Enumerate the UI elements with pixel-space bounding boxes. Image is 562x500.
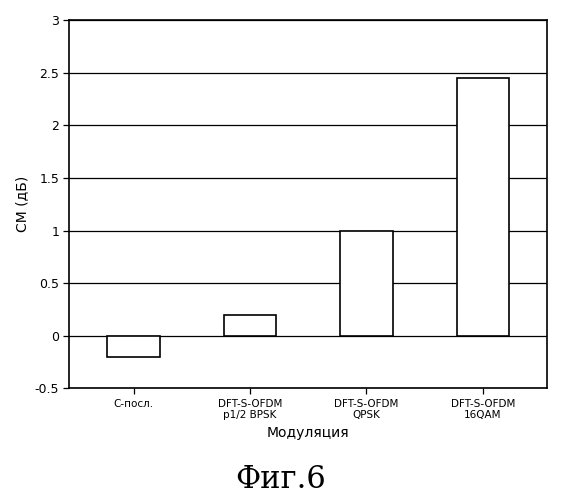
Y-axis label: СМ (дБ): СМ (дБ) — [15, 176, 29, 233]
Bar — [107, 336, 160, 357]
Text: Фиг.6: Фиг.6 — [235, 464, 327, 495]
Bar — [224, 314, 276, 336]
Bar — [457, 78, 509, 336]
X-axis label: Модуляция: Модуляция — [267, 426, 350, 440]
Bar — [340, 230, 393, 336]
